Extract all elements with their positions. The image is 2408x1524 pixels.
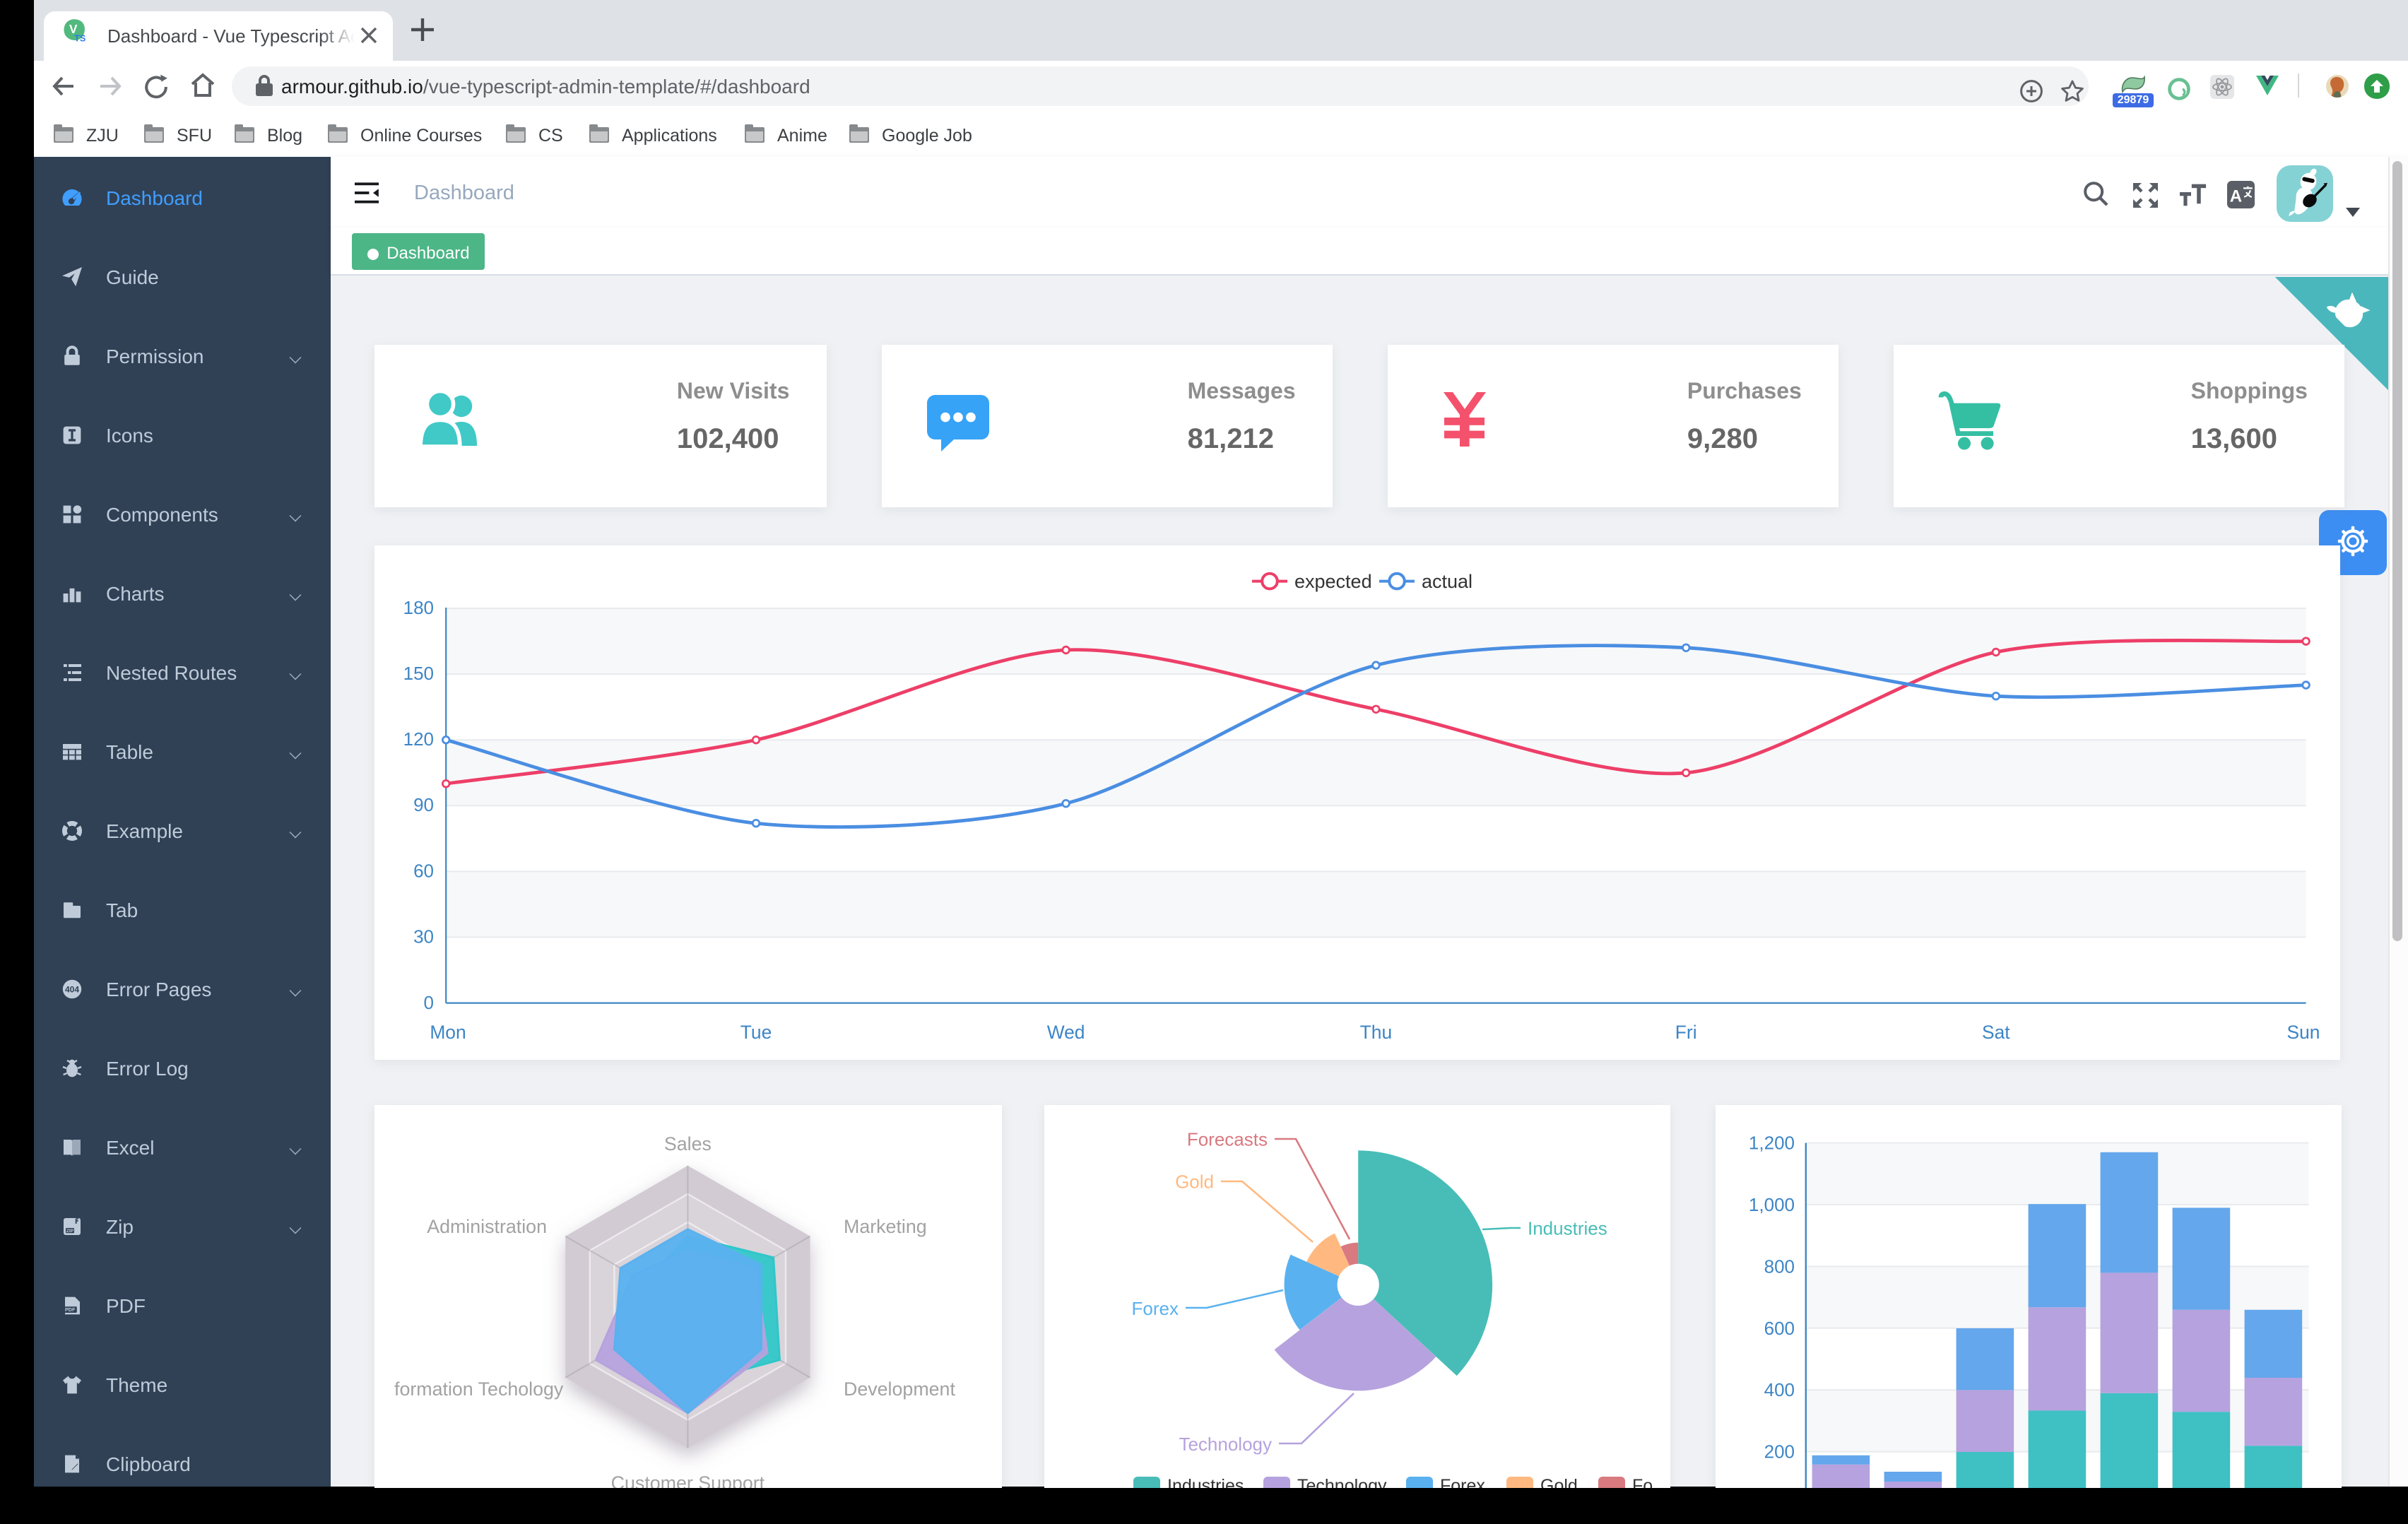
svg-text:120: 120 <box>403 728 434 750</box>
svg-text:Wed: Wed <box>1047 1021 1085 1042</box>
svg-text:expected: expected <box>1295 570 1373 591</box>
svg-text:Marketing: Marketing <box>844 1216 928 1237</box>
svg-text:Mon: Mon <box>430 1021 466 1042</box>
svg-text:180: 180 <box>403 596 434 618</box>
svg-text:Sun: Sun <box>2287 1021 2320 1042</box>
svg-text:Sales: Sales <box>665 1133 712 1154</box>
svg-text:1,200: 1,200 <box>1748 1132 1794 1153</box>
svg-text:Fri: Fri <box>1676 1021 1698 1042</box>
svg-text:600: 600 <box>1764 1318 1794 1339</box>
svg-text:404: 404 <box>65 985 79 995</box>
svg-text:A: A <box>2230 187 2242 206</box>
svg-text:0: 0 <box>424 991 434 1012</box>
svg-text:V: V <box>69 22 78 36</box>
svg-text:30: 30 <box>414 926 435 947</box>
svg-text:Gold: Gold <box>1175 1171 1214 1192</box>
svg-text:90: 90 <box>414 794 435 815</box>
svg-text:Forecasts: Forecasts <box>1187 1128 1268 1150</box>
svg-text:60: 60 <box>414 860 435 881</box>
svg-text:actual: actual <box>1422 570 1473 591</box>
svg-text:ZIP: ZIP <box>66 1229 74 1234</box>
svg-text:Tue: Tue <box>741 1021 773 1042</box>
svg-text:formation Techology: formation Techology <box>395 1378 565 1400</box>
svg-text:Industries: Industries <box>1528 1217 1607 1239</box>
svg-text:150: 150 <box>403 662 434 683</box>
svg-text:1,000: 1,000 <box>1748 1194 1794 1215</box>
svg-text:TS: TS <box>74 34 85 42</box>
svg-text:PDF: PDF <box>65 1306 76 1313</box>
svg-text:Technology: Technology <box>1179 1434 1272 1455</box>
svg-text:Development: Development <box>844 1378 956 1400</box>
svg-text:Administration: Administration <box>427 1216 548 1237</box>
svg-text:400: 400 <box>1764 1379 1794 1400</box>
svg-text:Thu: Thu <box>1360 1021 1392 1042</box>
svg-text:200: 200 <box>1764 1441 1794 1462</box>
svg-text:Forex: Forex <box>1131 1298 1178 1319</box>
svg-text:Sat: Sat <box>1983 1021 2011 1042</box>
svg-text:800: 800 <box>1764 1256 1794 1277</box>
